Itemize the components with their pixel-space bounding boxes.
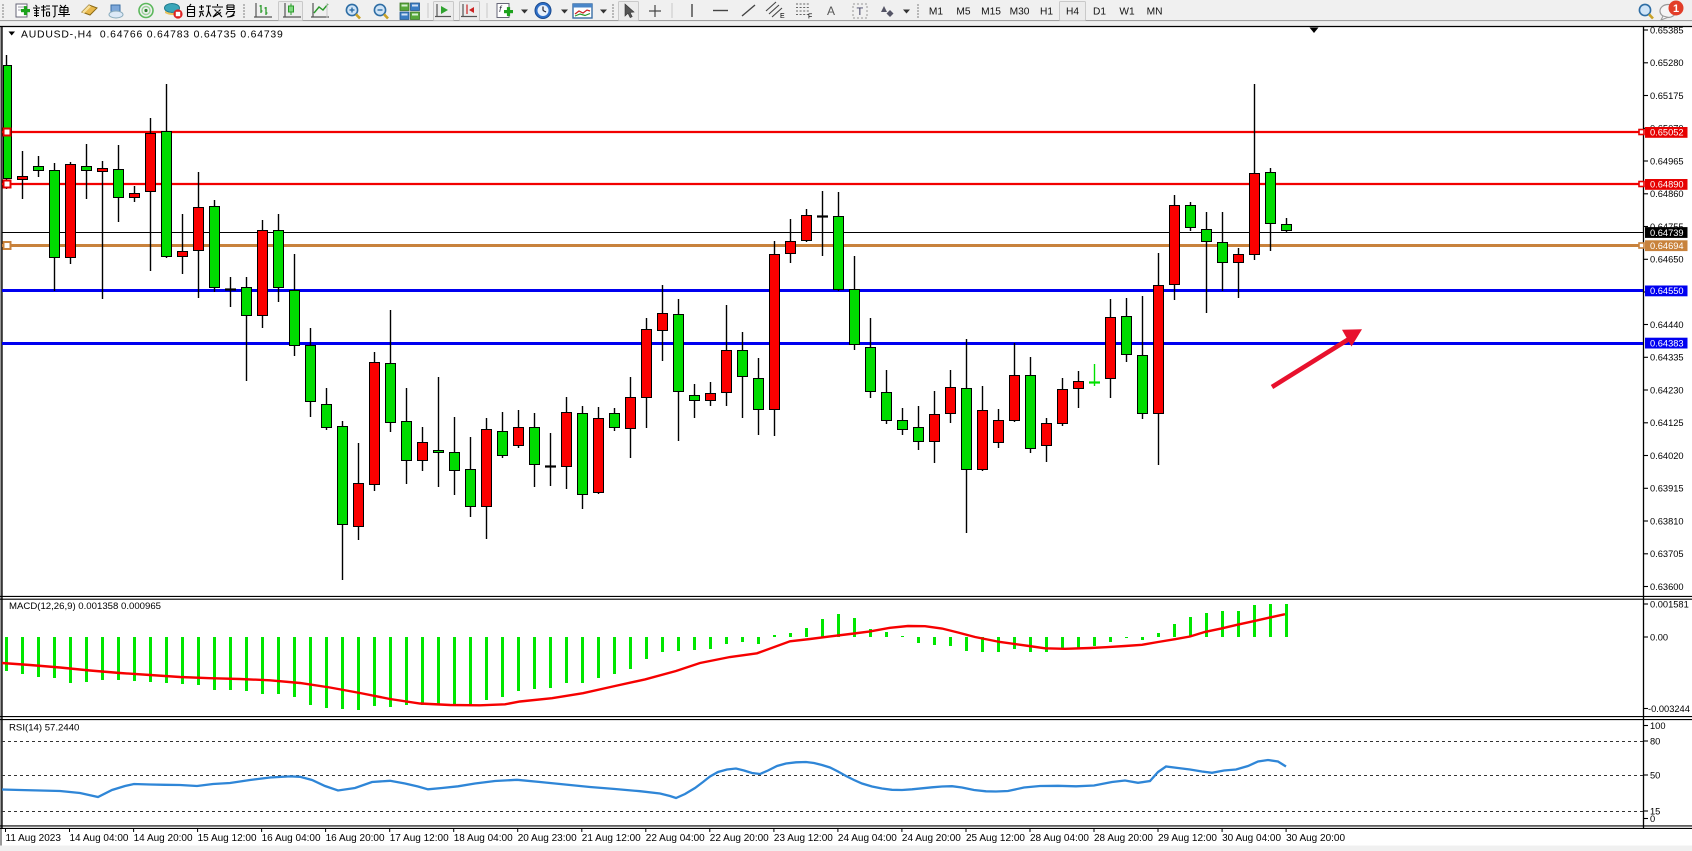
- svg-text:15 Aug 12:00: 15 Aug 12:00: [198, 833, 257, 844]
- svg-text:29 Aug 12:00: 29 Aug 12:00: [1158, 833, 1217, 844]
- svg-text:0: 0: [1650, 814, 1655, 824]
- svg-text:0.65280: 0.65280: [1650, 58, 1684, 68]
- svg-text:25 Aug 12:00: 25 Aug 12:00: [966, 833, 1025, 844]
- svg-text:H1: H1: [1040, 7, 1053, 18]
- svg-text:18 Aug 04:00: 18 Aug 04:00: [454, 833, 513, 844]
- svg-text:RSI(14) 57.2440: RSI(14) 57.2440: [9, 723, 79, 734]
- svg-text:T: T: [857, 6, 864, 18]
- svg-text:AUDUSD-,H4 0.64766 0.64783 0.: AUDUSD-,H4 0.64766 0.64783 0.64735 0.647…: [21, 30, 284, 41]
- svg-text:20 Aug 23:00: 20 Aug 23:00: [518, 833, 577, 844]
- svg-text:0.63915: 0.63915: [1650, 484, 1684, 494]
- svg-text:0.64383: 0.64383: [1650, 338, 1684, 348]
- svg-text:30 Aug 04:00: 30 Aug 04:00: [1222, 833, 1281, 844]
- svg-text:14 Aug 20:00: 14 Aug 20:00: [134, 833, 193, 844]
- svg-text:0.64125: 0.64125: [1650, 418, 1684, 428]
- svg-text:E: E: [780, 13, 785, 20]
- svg-text:24 Aug 20:00: 24 Aug 20:00: [902, 833, 961, 844]
- svg-text:23 Aug 12:00: 23 Aug 12:00: [774, 833, 833, 844]
- svg-text:0.64550: 0.64550: [1650, 286, 1684, 296]
- svg-text:0.00: 0.00: [1650, 632, 1668, 642]
- svg-text:MACD(12,26,9) 0.001358 0.00096: MACD(12,26,9) 0.001358 0.000965: [9, 601, 161, 612]
- svg-text:f: f: [499, 4, 503, 14]
- svg-text:0.64965: 0.64965: [1650, 156, 1684, 166]
- svg-text:0.65385: 0.65385: [1650, 25, 1684, 35]
- svg-text:15: 15: [1650, 806, 1660, 816]
- svg-text:16 Aug 04:00: 16 Aug 04:00: [262, 833, 321, 844]
- svg-text:0.63600: 0.63600: [1650, 582, 1684, 592]
- svg-text:M30: M30: [1010, 7, 1030, 18]
- svg-text:100: 100: [1650, 721, 1666, 731]
- svg-text:50: 50: [1650, 770, 1660, 780]
- svg-text:28 Aug 04:00: 28 Aug 04:00: [1030, 833, 1089, 844]
- svg-text:A: A: [827, 4, 835, 18]
- svg-text:0.64020: 0.64020: [1650, 451, 1684, 461]
- svg-text:0.64860: 0.64860: [1650, 189, 1684, 199]
- svg-text:0.64650: 0.64650: [1650, 255, 1684, 265]
- svg-text:M5: M5: [956, 7, 970, 18]
- svg-text:16 Aug 20:00: 16 Aug 20:00: [326, 833, 385, 844]
- svg-text:21 Aug 12:00: 21 Aug 12:00: [582, 833, 641, 844]
- svg-text:22 Aug 04:00: 22 Aug 04:00: [646, 833, 705, 844]
- svg-text:F: F: [808, 14, 812, 21]
- svg-text:0.64230: 0.64230: [1650, 385, 1684, 395]
- svg-text:M1: M1: [929, 7, 943, 18]
- svg-text:0.64694: 0.64694: [1650, 241, 1684, 251]
- svg-text:80: 80: [1650, 736, 1660, 746]
- svg-text:0.64440: 0.64440: [1650, 320, 1684, 330]
- svg-text:D1: D1: [1093, 7, 1106, 18]
- svg-text:0.63705: 0.63705: [1650, 549, 1684, 559]
- svg-text:0.64755: 0.64755: [1650, 222, 1684, 232]
- svg-text:0.65052: 0.65052: [1650, 128, 1684, 138]
- svg-text:17 Aug 12:00: 17 Aug 12:00: [390, 833, 449, 844]
- svg-text:30 Aug 20:00: 30 Aug 20:00: [1286, 833, 1345, 844]
- svg-text:0.64890: 0.64890: [1650, 180, 1684, 190]
- svg-text:0.63810: 0.63810: [1650, 516, 1684, 526]
- svg-text:M15: M15: [981, 7, 1001, 18]
- svg-text:0.65175: 0.65175: [1650, 91, 1684, 101]
- svg-text:-0.003244: -0.003244: [1648, 704, 1690, 714]
- svg-text:0.001581: 0.001581: [1650, 599, 1689, 609]
- svg-text:11 Aug 2023: 11 Aug 2023: [6, 833, 62, 844]
- svg-text:24 Aug 04:00: 24 Aug 04:00: [838, 833, 897, 844]
- svg-text:MN: MN: [1147, 7, 1163, 18]
- svg-text:0.64335: 0.64335: [1650, 353, 1684, 363]
- svg-text:H4: H4: [1066, 7, 1079, 18]
- svg-text:1: 1: [1673, 3, 1679, 15]
- svg-text:28 Aug 20:00: 28 Aug 20:00: [1094, 833, 1153, 844]
- svg-text:22 Aug 20:00: 22 Aug 20:00: [710, 833, 769, 844]
- svg-text:0.64739: 0.64739: [1650, 228, 1684, 238]
- svg-text:14 Aug 04:00: 14 Aug 04:00: [70, 833, 129, 844]
- svg-text:W1: W1: [1119, 7, 1135, 18]
